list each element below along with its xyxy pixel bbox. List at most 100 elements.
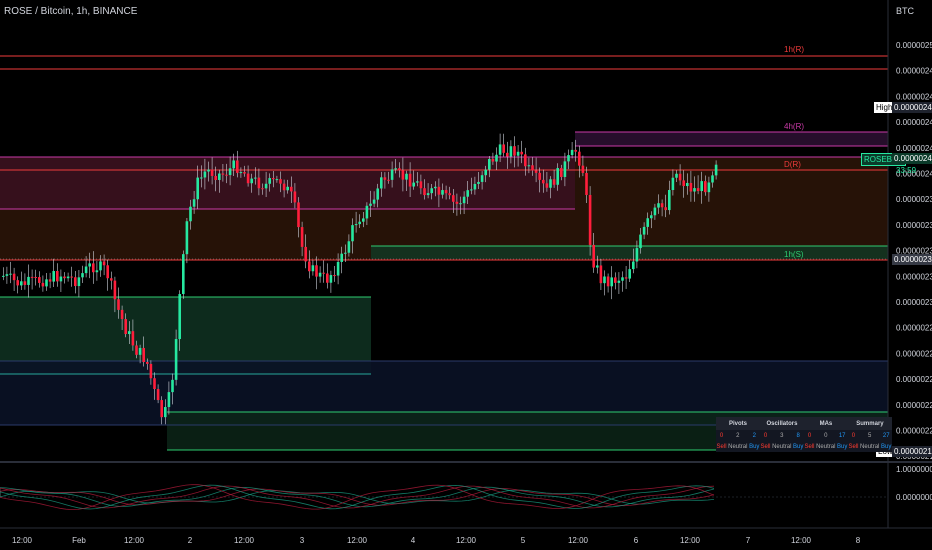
candle-body xyxy=(322,272,325,274)
candle-body xyxy=(48,279,52,282)
candle-body xyxy=(326,273,329,283)
candle-body xyxy=(12,273,16,281)
time-tick-label: 12:00 xyxy=(456,536,477,545)
price-tick-label: 0.00000236 xyxy=(896,221,932,230)
candle-body xyxy=(236,160,239,173)
candle-body xyxy=(412,182,415,187)
time-tick-label: 4 xyxy=(411,536,416,545)
candle-body xyxy=(261,188,264,190)
candle-body xyxy=(272,178,275,180)
time-axis[interactable]: 12:00 Feb 12:00 2 12:00 3 12:00 4 12:00 5 12:00 6 12… xyxy=(12,536,861,545)
candle-body xyxy=(603,276,606,284)
candle-body xyxy=(498,144,502,155)
candle-body xyxy=(509,146,513,157)
candle-body xyxy=(9,273,12,275)
candle-body xyxy=(246,173,250,184)
candle-body xyxy=(66,276,70,279)
candle-body xyxy=(164,407,167,418)
candle-body xyxy=(290,186,293,192)
price-tick-label: 0.00000244 xyxy=(896,118,932,127)
count-cell: 0 xyxy=(807,432,812,439)
candle-body xyxy=(185,221,189,255)
candle-body xyxy=(545,183,549,188)
candle-body xyxy=(423,188,426,196)
count-cell: 0 xyxy=(763,432,768,439)
rating-label: Sell xyxy=(848,443,859,450)
candlestick-series xyxy=(2,133,718,425)
candle-body xyxy=(117,299,120,310)
candle-body xyxy=(707,182,711,193)
pivots-header: Pivots xyxy=(716,417,760,430)
candle-body xyxy=(369,203,372,206)
candle-body xyxy=(347,241,351,253)
candle-body xyxy=(614,277,617,283)
candle-body xyxy=(567,155,570,162)
candle-body xyxy=(218,173,221,180)
candle-body xyxy=(30,276,34,278)
candle-body xyxy=(401,170,405,180)
candle-body xyxy=(621,277,624,281)
count-cell: 0 xyxy=(719,432,724,439)
candle-body xyxy=(426,193,430,196)
oscillators-header: Oscillators xyxy=(759,417,804,430)
osc-wave xyxy=(0,484,715,511)
candle-body xyxy=(639,234,642,249)
candle-body xyxy=(398,168,401,171)
candle-body xyxy=(297,202,300,228)
candle-body xyxy=(660,203,664,208)
candle-body xyxy=(77,277,81,287)
candle-body xyxy=(23,281,27,285)
candle-body xyxy=(513,146,516,156)
candle-body xyxy=(131,331,135,346)
candle-body xyxy=(196,177,199,200)
candle-body xyxy=(700,181,703,192)
candle-body xyxy=(171,379,174,393)
candle-body xyxy=(282,183,286,191)
candle-body xyxy=(38,277,41,283)
top-4h-zone xyxy=(575,132,888,146)
candle-body xyxy=(592,244,595,268)
countdown-tag: 33:59 xyxy=(896,166,917,175)
candle-body xyxy=(365,205,369,219)
candle-body xyxy=(102,261,106,266)
candle-body xyxy=(527,165,531,167)
candle-body xyxy=(563,161,567,177)
level-value-tag: 0.00000233 xyxy=(892,254,932,265)
candle-body xyxy=(124,319,127,335)
candle-body xyxy=(632,261,635,270)
candle-body xyxy=(99,261,102,271)
candle-body xyxy=(146,362,149,364)
time-tick-label: 12:00 xyxy=(680,536,701,545)
candle-body xyxy=(635,248,639,262)
candle-body xyxy=(250,178,253,184)
candle-body xyxy=(416,181,419,183)
candle-body xyxy=(351,225,354,242)
candle-body xyxy=(95,270,99,273)
candle-body xyxy=(228,168,232,176)
rating-label: Buy xyxy=(881,443,892,450)
candle-body xyxy=(232,160,235,169)
candle-body xyxy=(646,218,649,227)
candle-body xyxy=(542,179,545,184)
candle-body xyxy=(664,207,667,211)
candle-body xyxy=(650,215,653,219)
candle-body xyxy=(92,263,95,273)
candle-body xyxy=(59,276,63,282)
candle-body xyxy=(408,173,412,187)
time-tick-label: 6 xyxy=(634,536,639,545)
candle-body xyxy=(466,190,469,197)
candle-body xyxy=(617,280,621,283)
candle-body xyxy=(686,182,689,187)
price-tick-label: 0.00000228 xyxy=(896,324,932,333)
technical-ratings-table: Pivots Oscillators MAs Summary 0 2 2 0 3… xyxy=(716,417,892,452)
candle-body xyxy=(628,269,631,279)
candle-body xyxy=(135,345,138,355)
candle-body xyxy=(405,173,408,180)
candle-body xyxy=(455,201,459,204)
pivot-4h-resistance-label: 4h(R) xyxy=(784,122,804,131)
candle-body xyxy=(354,224,358,226)
candle-body xyxy=(520,151,523,155)
symbol-title[interactable]: ROSE / Bitcoin, 1h, BINANCE xyxy=(4,6,138,17)
